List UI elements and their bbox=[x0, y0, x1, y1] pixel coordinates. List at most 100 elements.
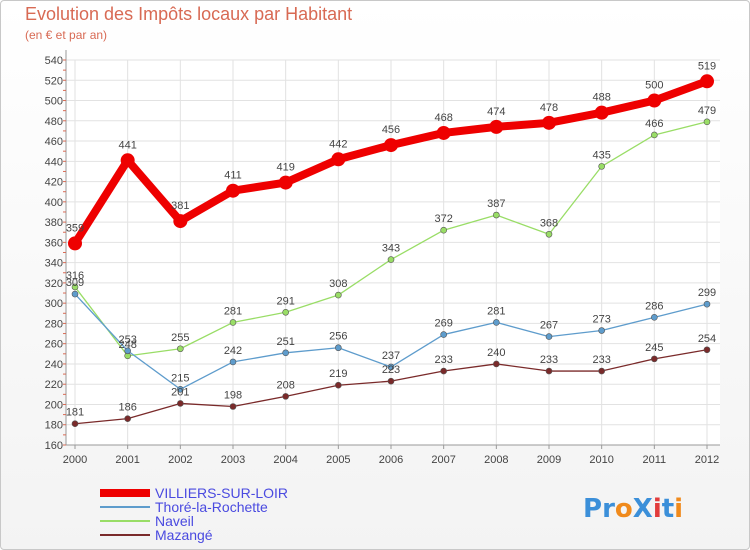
data-point bbox=[651, 314, 658, 321]
data-point bbox=[71, 290, 79, 298]
y-tick-label: 340 bbox=[45, 258, 63, 270]
data-point bbox=[68, 236, 82, 251]
data-point bbox=[177, 385, 184, 393]
x-tick-label: 2001 bbox=[115, 454, 139, 466]
data-point bbox=[282, 308, 289, 316]
data-label: 181 bbox=[66, 407, 84, 419]
y-tick-label: 240 bbox=[45, 359, 63, 371]
x-tick-label: 2011 bbox=[643, 454, 667, 466]
y-tick-label: 320 bbox=[45, 278, 63, 290]
data-point bbox=[387, 363, 395, 371]
data-label: 256 bbox=[329, 331, 347, 343]
data-label: 253 bbox=[118, 334, 136, 346]
data-label: 201 bbox=[171, 386, 189, 398]
data-point bbox=[229, 403, 237, 410]
data-point bbox=[387, 377, 395, 385]
data-point bbox=[493, 319, 500, 326]
data-label: 441 bbox=[118, 139, 136, 151]
x-tick-label: 2008 bbox=[484, 454, 508, 466]
data-point bbox=[282, 393, 289, 400]
data-point bbox=[545, 333, 553, 340]
data-label: 359 bbox=[66, 222, 84, 234]
data-point bbox=[331, 152, 346, 167]
y-tick-label: 420 bbox=[45, 177, 63, 189]
data-label: 387 bbox=[487, 198, 505, 210]
data-label: 248 bbox=[118, 339, 136, 351]
data-point bbox=[703, 118, 711, 126]
data-label: 186 bbox=[118, 402, 136, 414]
y-tick-label: 360 bbox=[45, 237, 63, 249]
data-label: 286 bbox=[645, 300, 663, 312]
data-label: 466 bbox=[645, 118, 663, 130]
data-label: 411 bbox=[224, 170, 242, 182]
y-tick-label: 440 bbox=[45, 156, 63, 168]
data-point bbox=[335, 381, 342, 389]
chart-title: Evolution des Impôts locaux par Habitant bbox=[25, 4, 353, 24]
data-label: 456 bbox=[382, 124, 400, 136]
data-point bbox=[703, 346, 711, 354]
data-label: 419 bbox=[276, 162, 294, 174]
data-label: 254 bbox=[698, 333, 716, 345]
x-tick-label: 2012 bbox=[695, 454, 719, 466]
data-label: 267 bbox=[540, 320, 558, 332]
x-tick-label: 2005 bbox=[326, 454, 350, 466]
data-point bbox=[598, 163, 605, 170]
data-point bbox=[598, 367, 605, 375]
data-label: 442 bbox=[329, 138, 347, 150]
data-point bbox=[489, 119, 504, 134]
data-point bbox=[229, 358, 237, 366]
data-point bbox=[278, 175, 293, 190]
data-label: 488 bbox=[592, 92, 610, 104]
data-point bbox=[598, 327, 605, 334]
data-label: 245 bbox=[645, 342, 663, 354]
legend-label: Naveil bbox=[155, 513, 194, 529]
data-label: 309 bbox=[66, 277, 84, 289]
x-tick-label: 2004 bbox=[273, 454, 297, 466]
data-point bbox=[440, 367, 447, 375]
data-point bbox=[282, 349, 289, 357]
data-point bbox=[545, 367, 553, 375]
data-point bbox=[177, 345, 184, 353]
data-label: 255 bbox=[171, 332, 189, 344]
proxiti-logo: ProXiti bbox=[583, 494, 683, 524]
data-point bbox=[493, 211, 500, 219]
y-tick-label: 220 bbox=[45, 379, 63, 391]
legend-label: Mazangé bbox=[155, 527, 213, 543]
data-label: 198 bbox=[224, 390, 242, 402]
data-label: 316 bbox=[66, 270, 84, 282]
data-point bbox=[647, 93, 662, 108]
data-point bbox=[173, 214, 188, 229]
data-point bbox=[440, 331, 447, 338]
data-label: 273 bbox=[592, 314, 610, 326]
x-tick-label: 2006 bbox=[379, 454, 403, 466]
data-label: 269 bbox=[434, 318, 452, 330]
data-point bbox=[542, 115, 556, 130]
data-label: 208 bbox=[276, 379, 294, 391]
data-point bbox=[387, 256, 395, 263]
data-label: 240 bbox=[487, 347, 505, 359]
data-point bbox=[493, 360, 500, 368]
data-label: 372 bbox=[434, 213, 452, 225]
data-point bbox=[120, 153, 135, 168]
data-label: 237 bbox=[382, 350, 400, 362]
data-label: 435 bbox=[592, 149, 610, 161]
data-label: 468 bbox=[434, 112, 452, 124]
data-label: 233 bbox=[434, 354, 452, 366]
data-label: 368 bbox=[540, 217, 558, 229]
data-point bbox=[124, 347, 131, 355]
x-tick-label: 2000 bbox=[63, 454, 87, 466]
chart-subtitle: (en € et par an) bbox=[25, 28, 108, 42]
y-tick-label: 300 bbox=[45, 298, 63, 310]
data-label: 251 bbox=[276, 336, 294, 348]
data-point bbox=[71, 283, 79, 291]
data-label: 215 bbox=[171, 372, 189, 384]
data-point bbox=[651, 355, 658, 363]
y-tick-label: 540 bbox=[45, 55, 63, 67]
y-tick-label: 200 bbox=[45, 399, 63, 411]
x-tick-label: 2007 bbox=[431, 454, 455, 466]
y-tick-label: 280 bbox=[45, 318, 63, 330]
data-point bbox=[700, 74, 714, 89]
y-tick-label: 460 bbox=[45, 136, 63, 148]
y-tick-label: 380 bbox=[45, 217, 63, 229]
y-tick-label: 400 bbox=[45, 197, 63, 209]
